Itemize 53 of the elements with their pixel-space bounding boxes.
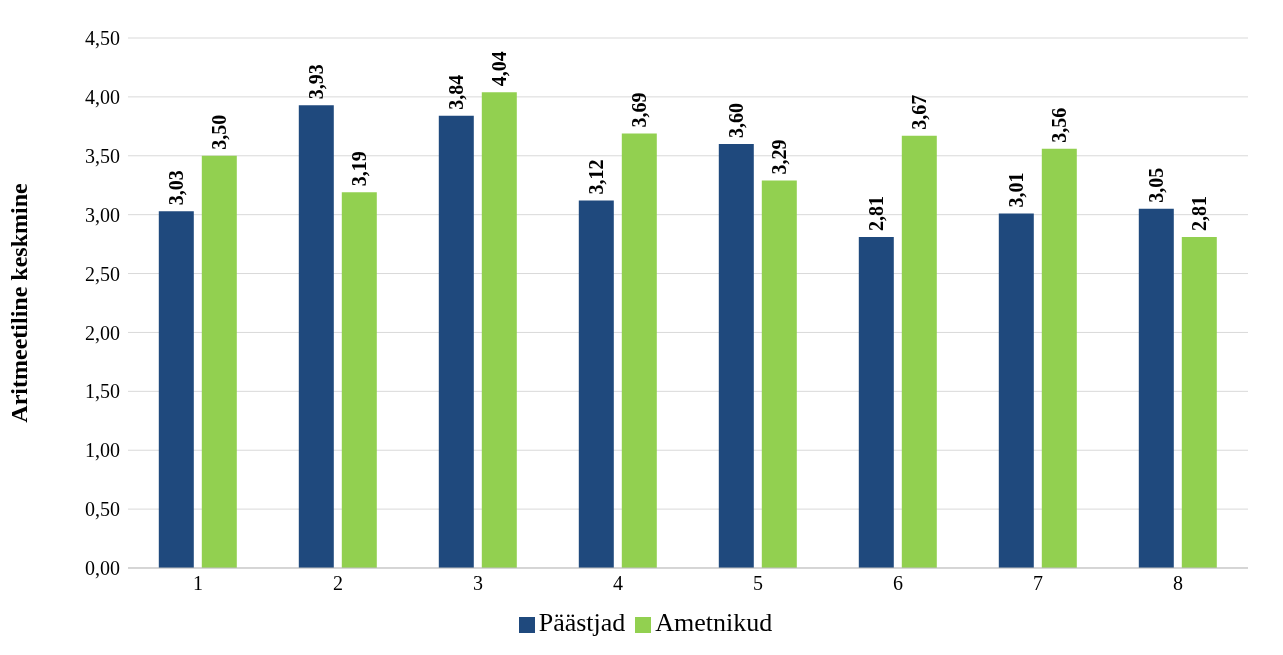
data-label: 3,67 — [908, 94, 931, 130]
data-label: 4,04 — [488, 51, 511, 87]
x-tick-label: 5 — [753, 572, 763, 595]
bar — [578, 200, 614, 568]
bar — [858, 237, 894, 568]
data-label: 2,81 — [865, 196, 888, 232]
x-tick-label: 1 — [193, 572, 203, 595]
data-label: 3,50 — [208, 114, 231, 150]
data-label: 2,81 — [1188, 196, 1211, 232]
legend-label: Päästjad — [538, 608, 626, 637]
bar — [901, 135, 937, 568]
data-label: 3,03 — [165, 170, 188, 206]
x-tick-label: 3 — [473, 572, 483, 595]
data-label: 3,19 — [348, 151, 371, 187]
y-tick-label: 4,50 — [85, 27, 120, 50]
bar — [298, 105, 334, 568]
y-axis-title: Aritmeetiline keskmine — [5, 183, 32, 423]
bar — [1181, 237, 1217, 568]
bar — [1138, 208, 1174, 568]
bar — [1041, 148, 1077, 568]
bar — [201, 155, 237, 568]
bar — [481, 92, 517, 568]
y-tick-label: 3,00 — [85, 203, 120, 226]
x-tick-label: 8 — [1173, 572, 1183, 595]
data-label: 3,69 — [628, 92, 651, 128]
y-tick-label: 1,50 — [85, 380, 120, 403]
bar — [621, 133, 657, 568]
data-label: 3,84 — [445, 74, 468, 110]
data-label: 3,12 — [585, 159, 608, 195]
y-tick-label: 1,00 — [85, 439, 120, 462]
x-tick-label: 7 — [1033, 572, 1043, 595]
x-tick-label: 2 — [333, 572, 343, 595]
data-label: 3,05 — [1145, 167, 1168, 203]
y-tick-label: 0,00 — [85, 557, 120, 580]
x-tick-label: 4 — [613, 572, 623, 595]
y-tick-label: 0,50 — [85, 498, 120, 521]
data-label: 3,93 — [305, 64, 328, 100]
data-label: 3,56 — [1048, 107, 1071, 143]
bar — [341, 192, 377, 568]
x-tick-label: 6 — [893, 572, 903, 595]
bar — [998, 213, 1034, 568]
bar — [438, 115, 474, 568]
legend-label: Ametnikud — [655, 608, 773, 637]
data-label: 3,29 — [768, 139, 791, 175]
y-tick-label: 2,50 — [85, 262, 120, 285]
bar — [158, 211, 194, 568]
data-label: 3,60 — [725, 103, 748, 138]
bar — [761, 180, 797, 568]
data-label: 3,01 — [1005, 172, 1028, 208]
y-tick-label: 4,00 — [85, 85, 120, 108]
bar — [718, 144, 754, 568]
y-tick-label: 2,00 — [85, 321, 120, 344]
y-tick-label: 3,50 — [85, 144, 120, 167]
